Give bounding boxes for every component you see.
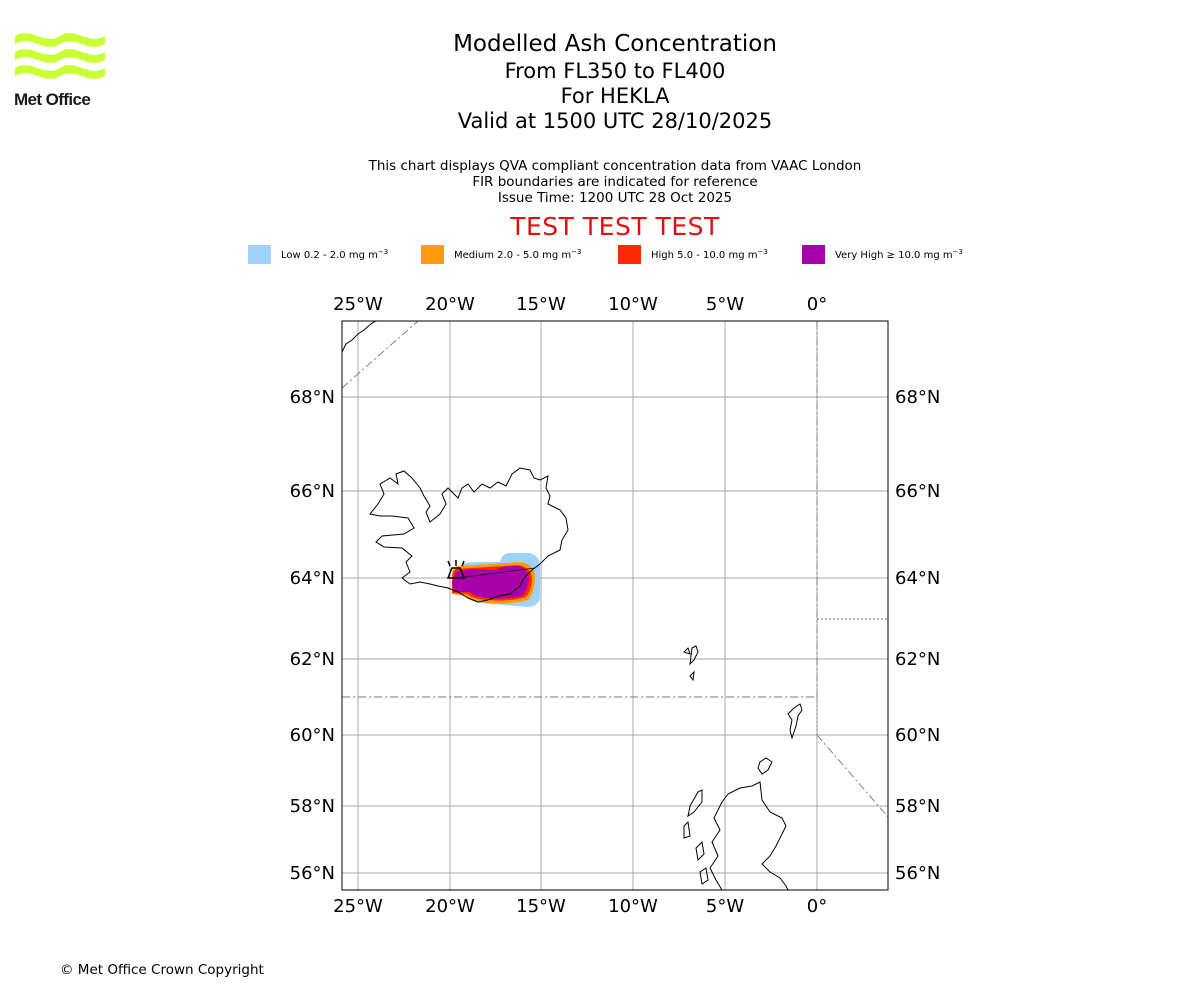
- lat-label-right-68n: 68°N: [895, 387, 940, 408]
- legend-item-high: High 5.0 - 10.0 mg m−3: [618, 244, 768, 264]
- legend-item-low: Low 0.2 - 2.0 mg m−3: [248, 244, 388, 264]
- description-line-1: This chart displays QVA compliant concen…: [368, 158, 862, 174]
- lat-labels-left: 68°N 66°N 64°N 62°N 60°N 58°N 56°N: [290, 387, 335, 884]
- scotland-coast: [709, 781, 789, 890]
- iceland-coast: [369, 467, 569, 603]
- lon-label-bottom-15w: 15°W: [516, 896, 566, 917]
- legend-swatch-medium: [421, 244, 444, 264]
- hebrides: [683, 789, 709, 885]
- lat-labels-right: 68°N 66°N 64°N 62°N 60°N 58°N 56°N: [895, 387, 940, 884]
- description-line-3: Issue Time: 1200 UTC 28 Oct 2025: [497, 190, 733, 206]
- legend-unit-exponent: −3: [377, 247, 389, 256]
- met-office-waves-icon: [15, 33, 105, 79]
- lat-label-left-64n: 64°N: [290, 568, 335, 589]
- lon-label-bottom-5w: 5°W: [706, 896, 744, 917]
- fir-boundary-north: [342, 321, 419, 389]
- legend-swatch-very-high: [802, 244, 825, 264]
- legend-unit-exponent: −3: [571, 247, 582, 256]
- legend-unit-exponent: −3: [757, 247, 768, 256]
- greenland-coast: [342, 321, 377, 353]
- lon-label-bottom-0: 0°: [807, 896, 827, 917]
- map-content: [342, 321, 888, 890]
- lon-label-top-10w: 10°W: [608, 294, 658, 315]
- lat-label-left-62n: 62°N: [290, 649, 335, 670]
- lat-label-left-58n: 58°N: [290, 796, 335, 817]
- lat-label-right-64n: 64°N: [895, 568, 940, 589]
- flight-levels: From FL350 to FL400: [504, 59, 726, 83]
- legend-swatch-low: [248, 244, 271, 264]
- fir-boundary-southeast: [816, 734, 888, 818]
- lon-label-bottom-20w: 20°W: [425, 896, 475, 917]
- orkney: [757, 757, 773, 775]
- lon-label-top-5w: 5°W: [706, 294, 744, 315]
- lon-label-top-25w: 25°W: [333, 294, 383, 315]
- legend-item-very-high: Very High ≥ 10.0 mg m−3: [802, 244, 963, 264]
- valid-time: Valid at 1500 UTC 28/10/2025: [457, 109, 773, 133]
- volcano-name: For HEKLA: [560, 84, 670, 108]
- test-banner: TEST TEST TEST: [510, 212, 720, 241]
- met-office-logo: Met Office: [14, 28, 114, 114]
- fir-boundaries: [342, 321, 888, 818]
- faroe-islands: [683, 645, 699, 682]
- lon-labels-bottom: 25°W 20°W 15°W 10°W 5°W 0°: [333, 896, 827, 917]
- legend-label-very-high: Very High ≥ 10.0 mg m: [835, 249, 953, 261]
- lon-label-top-15w: 15°W: [516, 294, 566, 315]
- lon-label-top-20w: 20°W: [425, 294, 475, 315]
- shetland: [787, 703, 803, 740]
- concentration-legend: Low 0.2 - 2.0 mg m−3 Medium 2.0 - 5.0 mg…: [0, 244, 1200, 266]
- ash-very-high: [452, 565, 529, 599]
- legend-item-medium: Medium 2.0 - 5.0 mg m−3: [421, 244, 581, 264]
- legend-swatch-high: [618, 244, 641, 264]
- lat-label-right-62n: 62°N: [895, 649, 940, 670]
- lat-label-left-60n: 60°N: [290, 725, 335, 746]
- lon-label-bottom-25w: 25°W: [333, 896, 383, 917]
- chart-title: Modelled Ash Concentration: [453, 31, 777, 57]
- lat-label-left-56n: 56°N: [290, 863, 335, 884]
- lat-label-left-66n: 66°N: [290, 481, 335, 502]
- lat-label-left-68n: 68°N: [290, 387, 335, 408]
- lon-labels-top: 25°W 20°W 15°W 10°W 5°W 0°: [333, 294, 827, 315]
- copyright-notice: © Met Office Crown Copyright: [60, 962, 264, 978]
- chart-description: This chart displays QVA compliant concen…: [315, 158, 915, 206]
- legend-label-medium: Medium 2.0 - 5.0 mg m: [454, 249, 572, 261]
- lon-label-top-0: 0°: [807, 294, 827, 315]
- legend-unit-exponent: −3: [952, 247, 963, 256]
- logo-wordmark: Met Office: [14, 90, 91, 109]
- map-frame: [341, 320, 889, 891]
- legend-label-high: High 5.0 - 10.0 mg m: [651, 249, 758, 261]
- gridlines: [342, 321, 888, 890]
- lat-label-right-66n: 66°N: [895, 481, 940, 502]
- chart-titles: Modelled Ash Concentration From FL350 to…: [315, 30, 915, 134]
- lat-label-right-60n: 60°N: [895, 725, 940, 746]
- lat-label-right-58n: 58°N: [895, 796, 940, 817]
- legend-label-low: Low 0.2 - 2.0 mg m: [281, 249, 378, 261]
- lon-label-bottom-10w: 10°W: [608, 896, 658, 917]
- description-line-2: FIR boundaries are indicated for referen…: [472, 174, 758, 190]
- lat-label-right-56n: 56°N: [895, 863, 940, 884]
